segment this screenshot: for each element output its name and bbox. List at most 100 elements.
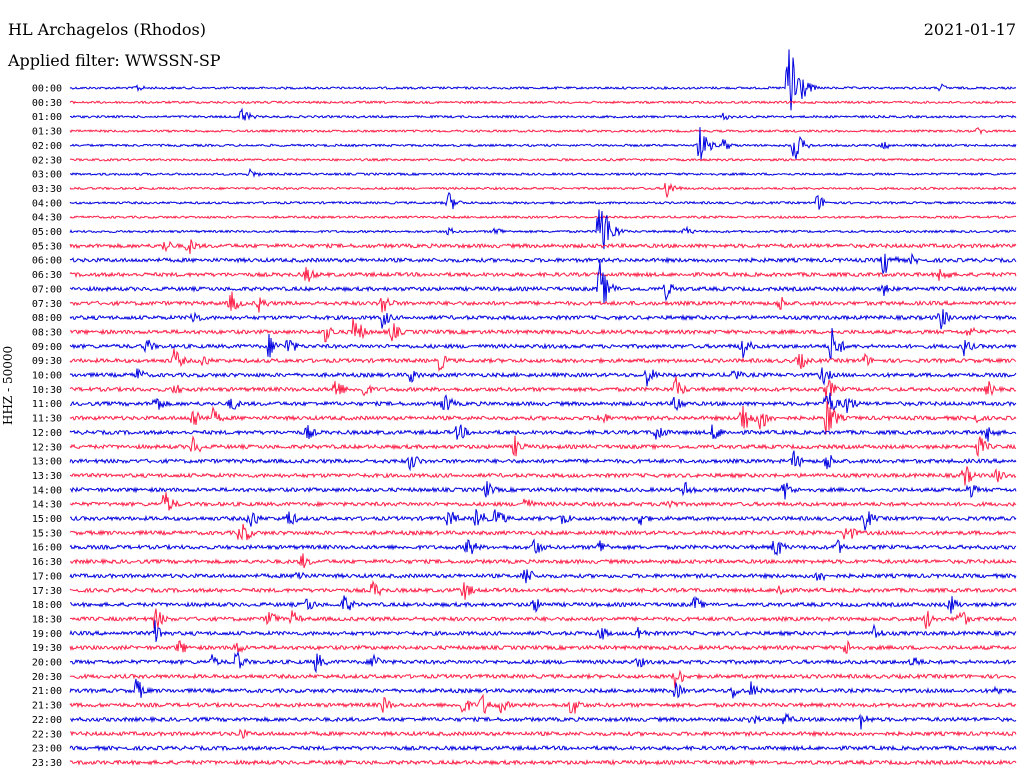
trace-line — [69, 239, 1017, 254]
time-tick-label: 17:00 — [32, 571, 62, 582]
trace-line — [69, 291, 1017, 313]
time-tick-label: 12:30 — [32, 442, 62, 453]
trace-line — [69, 553, 1017, 569]
trace-line — [69, 328, 1017, 360]
time-tick-label: 15:30 — [32, 528, 62, 539]
time-tick-label: 10:00 — [32, 371, 62, 382]
time-tick-label: 02:30 — [32, 155, 62, 166]
time-tick-label: 13:00 — [32, 457, 62, 468]
time-tick-label: 11:30 — [32, 414, 62, 425]
time-tick-label: 07:00 — [32, 284, 62, 295]
time-tick-label: 11:00 — [32, 399, 62, 410]
time-tick-label: 16:00 — [32, 543, 62, 554]
trace-line — [69, 367, 1017, 387]
trace-line — [69, 261, 1017, 304]
trace-line — [69, 167, 1017, 178]
station-title: HL Archagelos (Rhodos) — [8, 20, 206, 39]
date-label: 2021-01-17 — [923, 20, 1016, 39]
filter-label: Applied filter: WWSSN-SP — [8, 51, 221, 70]
time-tick-label: 00:30 — [32, 98, 62, 109]
time-tick-label: 16:30 — [32, 557, 62, 568]
time-tick-label: 00:00 — [32, 84, 62, 95]
time-tick-label: 23:30 — [32, 758, 62, 769]
trace-line — [69, 309, 1017, 330]
time-tick-label: 06:00 — [32, 256, 62, 267]
trace-line — [69, 450, 1017, 472]
trace-line — [69, 712, 1017, 730]
time-tick-label: 15:00 — [32, 514, 62, 525]
time-tick-label: 21:00 — [32, 686, 62, 697]
trace-line — [69, 49, 1017, 111]
time-tick-label: 23:00 — [32, 744, 62, 755]
trace-line — [69, 744, 1017, 752]
trace-line — [69, 214, 1017, 220]
trace-line — [69, 678, 1017, 699]
trace-line — [69, 639, 1017, 654]
time-tick-label: 14:30 — [32, 500, 62, 511]
time-tick-label: 22:00 — [32, 715, 62, 726]
trace-line — [69, 435, 1017, 458]
trace-line — [69, 693, 1017, 715]
trace-line — [69, 509, 1017, 531]
time-tick-label: 01:30 — [32, 127, 62, 138]
trace-line — [69, 608, 1017, 629]
trace-line — [69, 127, 1017, 160]
time-tick-label: 18:30 — [32, 614, 62, 625]
trace-line — [69, 182, 1017, 198]
trace-line — [69, 650, 1017, 674]
trace-line — [69, 267, 1017, 282]
time-tick-label: 20:30 — [32, 672, 62, 683]
time-tick-label: 01:00 — [32, 112, 62, 123]
trace-line — [69, 758, 1017, 767]
time-tick-label: 19:00 — [32, 629, 62, 640]
trace-line — [69, 595, 1017, 614]
time-tick-label: 05:00 — [32, 227, 62, 238]
trace-line — [69, 523, 1017, 541]
trace-line — [69, 481, 1017, 500]
time-tick-label: 07:30 — [32, 299, 62, 310]
time-tick-label: 08:00 — [32, 313, 62, 324]
trace-line — [69, 538, 1017, 557]
trace-line — [69, 100, 1017, 105]
trace-line — [69, 348, 1017, 372]
trace-line — [69, 620, 1017, 642]
time-tick-label: 06:30 — [32, 270, 62, 281]
time-tick-label: 14:00 — [32, 485, 62, 496]
time-tick-label: 13:30 — [32, 471, 62, 482]
time-tick-label: 20:00 — [32, 658, 62, 669]
time-tick-label: 09:00 — [32, 342, 62, 353]
time-tick-label: 17:30 — [32, 586, 62, 597]
time-tick-label: 21:30 — [32, 701, 62, 712]
trace-line — [69, 392, 1017, 414]
trace-line — [69, 466, 1017, 486]
trace-line — [69, 107, 1017, 121]
time-tick-label: 18:00 — [32, 600, 62, 611]
trace-line — [69, 127, 1017, 136]
time-tick-label: 02:00 — [32, 141, 62, 152]
trace-line — [69, 157, 1017, 162]
time-tick-label: 04:30 — [32, 213, 62, 224]
time-tick-label: 03:00 — [32, 170, 62, 181]
time-tick-label: 09:30 — [32, 356, 62, 367]
trace-line — [69, 492, 1017, 511]
time-tick-label: 05:30 — [32, 241, 62, 252]
time-tick-label: 22:30 — [32, 729, 62, 740]
trace-line — [69, 376, 1017, 400]
trace-line — [69, 579, 1017, 600]
time-tick-label: 03:30 — [32, 184, 62, 195]
trace-line — [69, 252, 1017, 275]
time-tick-label: 08:30 — [32, 327, 62, 338]
trace-line — [69, 401, 1017, 435]
trace-line — [69, 728, 1017, 740]
trace-line — [69, 669, 1017, 689]
time-tick-label: 12:00 — [32, 428, 62, 439]
time-tick-label: 19:30 — [32, 643, 62, 654]
trace-line — [69, 318, 1017, 343]
trace-line — [69, 569, 1017, 584]
trace-line — [69, 209, 1017, 250]
time-tick-label: 04:00 — [32, 198, 62, 209]
time-tick-label: 10:30 — [32, 385, 62, 396]
trace-line — [69, 424, 1017, 442]
trace-line — [69, 191, 1017, 210]
